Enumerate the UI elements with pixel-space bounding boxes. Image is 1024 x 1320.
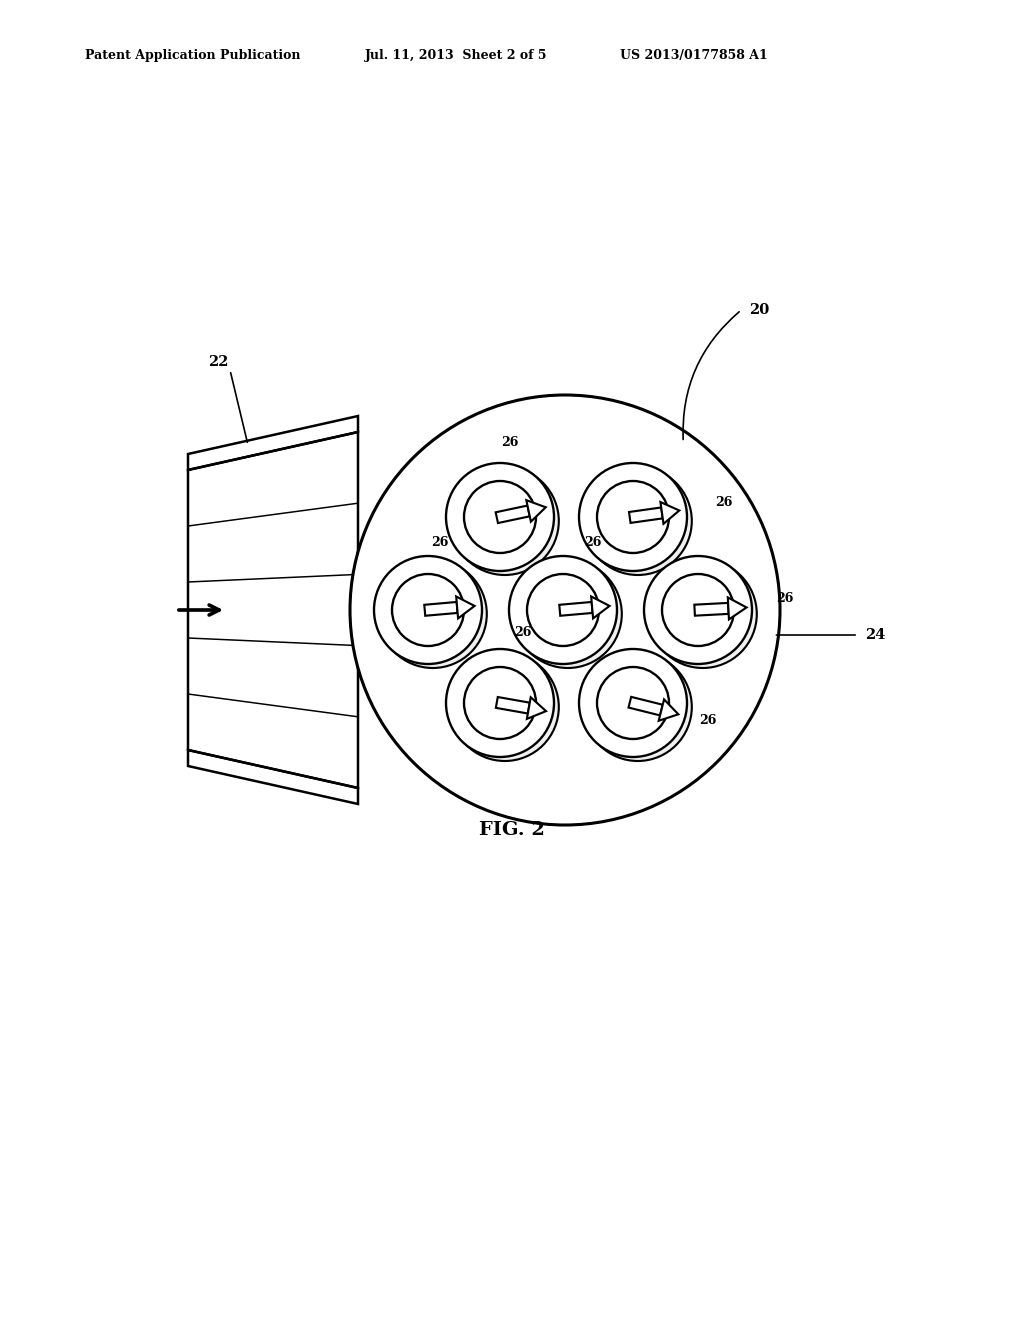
Text: 26: 26 bbox=[514, 627, 531, 639]
Text: Jul. 11, 2013  Sheet 2 of 5: Jul. 11, 2013 Sheet 2 of 5 bbox=[365, 49, 548, 62]
Circle shape bbox=[451, 467, 559, 576]
Circle shape bbox=[451, 653, 559, 762]
Text: 26: 26 bbox=[776, 591, 794, 605]
Circle shape bbox=[469, 484, 541, 557]
Circle shape bbox=[602, 671, 674, 743]
Circle shape bbox=[464, 480, 536, 553]
Polygon shape bbox=[629, 697, 663, 715]
Circle shape bbox=[667, 578, 738, 649]
Circle shape bbox=[446, 463, 554, 572]
Text: 26: 26 bbox=[715, 496, 732, 510]
Circle shape bbox=[374, 556, 482, 664]
Circle shape bbox=[509, 556, 617, 664]
Polygon shape bbox=[527, 697, 546, 719]
Text: US 2013/0177858 A1: US 2013/0177858 A1 bbox=[620, 49, 768, 62]
Circle shape bbox=[514, 560, 622, 668]
Text: 22: 22 bbox=[208, 355, 228, 370]
Text: 26: 26 bbox=[502, 437, 519, 450]
Text: 24: 24 bbox=[865, 628, 886, 642]
Text: 20: 20 bbox=[750, 304, 770, 317]
Polygon shape bbox=[591, 597, 609, 618]
Polygon shape bbox=[188, 750, 358, 804]
Text: FIG. 2: FIG. 2 bbox=[479, 821, 545, 840]
Circle shape bbox=[649, 560, 757, 668]
Circle shape bbox=[597, 480, 669, 553]
Circle shape bbox=[584, 467, 692, 576]
Circle shape bbox=[662, 574, 734, 645]
Circle shape bbox=[602, 484, 674, 557]
Text: 26: 26 bbox=[699, 714, 717, 727]
Polygon shape bbox=[496, 697, 529, 714]
Circle shape bbox=[469, 671, 541, 743]
Polygon shape bbox=[496, 506, 529, 523]
Circle shape bbox=[644, 556, 752, 664]
Circle shape bbox=[597, 667, 669, 739]
Circle shape bbox=[379, 560, 486, 668]
Polygon shape bbox=[629, 507, 663, 523]
Polygon shape bbox=[424, 602, 458, 615]
Circle shape bbox=[584, 653, 692, 762]
Polygon shape bbox=[660, 502, 679, 524]
Circle shape bbox=[579, 463, 687, 572]
Polygon shape bbox=[658, 700, 678, 721]
Polygon shape bbox=[694, 603, 729, 615]
Polygon shape bbox=[526, 500, 546, 521]
Text: Patent Application Publication: Patent Application Publication bbox=[85, 49, 300, 62]
Circle shape bbox=[464, 667, 536, 739]
Polygon shape bbox=[188, 416, 358, 470]
Circle shape bbox=[392, 574, 464, 645]
Text: 26: 26 bbox=[431, 536, 449, 549]
Polygon shape bbox=[728, 598, 746, 619]
Circle shape bbox=[446, 649, 554, 756]
Polygon shape bbox=[559, 602, 593, 615]
Circle shape bbox=[350, 395, 780, 825]
Circle shape bbox=[579, 649, 687, 756]
Text: 26: 26 bbox=[585, 536, 602, 549]
Polygon shape bbox=[456, 597, 474, 618]
Circle shape bbox=[527, 574, 599, 645]
Circle shape bbox=[397, 578, 469, 649]
Circle shape bbox=[531, 578, 604, 649]
